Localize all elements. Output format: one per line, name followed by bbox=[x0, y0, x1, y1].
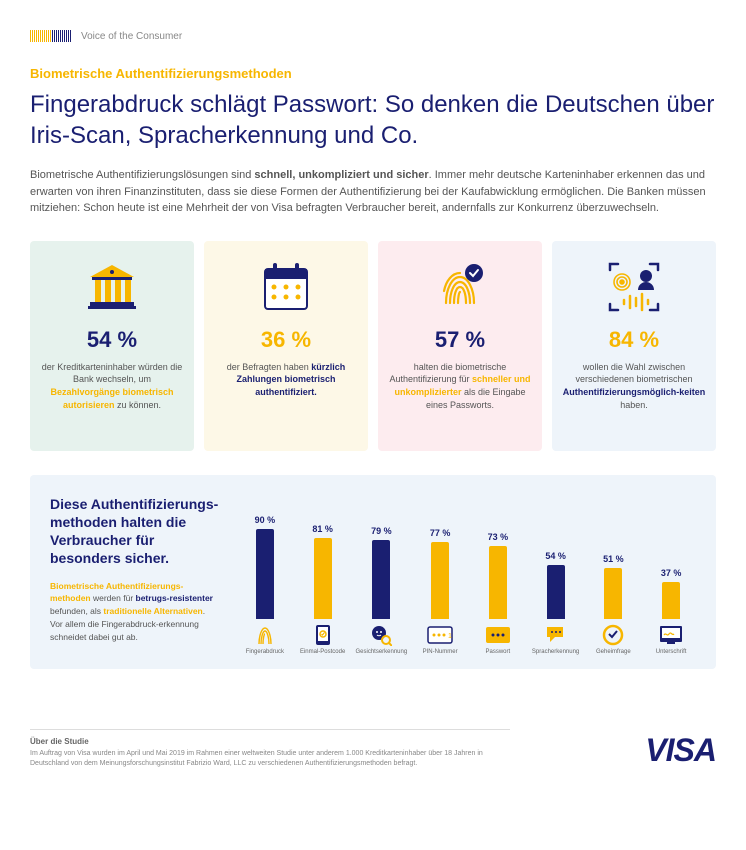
stat-description: wollen die Wahl zwischen verschiedenen b… bbox=[562, 361, 706, 411]
face-icon bbox=[370, 623, 392, 647]
chart-bars: 90 % Fingerabdruck 81 % Einmal-Postcode … bbox=[240, 495, 696, 655]
bar-value-label: 73 % bbox=[488, 532, 509, 542]
password-icon bbox=[485, 623, 511, 647]
stat-card: 57 % halten die biometrische Authentifiz… bbox=[378, 241, 542, 451]
bar-category-label: Spracherkennung bbox=[532, 649, 579, 655]
header-stripes-icon bbox=[30, 30, 71, 42]
chart-bar-column: 81 % Einmal-Postcode bbox=[298, 524, 348, 655]
intro-pre: Biometrische Authentifizierungslösungen … bbox=[30, 169, 254, 181]
bar-value-label: 77 % bbox=[430, 528, 451, 538]
stat-description: der Kreditkarteninhaber würden die Bank … bbox=[40, 361, 184, 411]
stat-value: 84 % bbox=[609, 327, 659, 353]
header-brand-text: Voice of the Consumer bbox=[81, 31, 182, 42]
svg-text:1: 1 bbox=[448, 633, 452, 640]
chart-bar-column: 90 % Fingerabdruck bbox=[240, 515, 290, 655]
footer-study-text: Über die Studie Im Auftrag von Visa wurd… bbox=[30, 729, 510, 769]
stat-value: 54 % bbox=[87, 327, 137, 353]
chart-bar-column: 51 % Geheimfrage bbox=[588, 554, 638, 655]
signature-icon bbox=[659, 623, 683, 647]
bar-value-label: 54 % bbox=[545, 551, 566, 561]
chart-bar-column: 73 % Passwort bbox=[473, 532, 523, 655]
stat-description: der Befragten haben kürzlich Zahlungen b… bbox=[214, 361, 358, 399]
chart-bar-column: 37 % Unterschrift bbox=[646, 568, 696, 655]
bar-category-label: Fingerabdruck bbox=[246, 649, 284, 655]
pin-icon: 1 bbox=[427, 623, 453, 647]
calendar-icon bbox=[261, 257, 311, 317]
stat-card: 36 % der Befragten haben kürzlich Zahlun… bbox=[204, 241, 368, 451]
bar-value-label: 90 % bbox=[255, 515, 276, 525]
intro-bold: schnell, unkompliziert und sicher bbox=[254, 169, 428, 181]
bar-category-label: Geheimfrage bbox=[596, 649, 631, 655]
bar-category-label: Unterschrift bbox=[656, 649, 687, 655]
chart-bar-column: 79 % Gesichtserkennung bbox=[356, 526, 408, 655]
bar-category-label: Passwort bbox=[485, 649, 510, 655]
footer: Über die Studie Im Auftrag von Visa wurd… bbox=[30, 729, 716, 769]
chart-title: Diese Authentifizierungs-methoden halten… bbox=[50, 495, 220, 568]
chart-subtitle: Biometrische Authentifizierungs-methoden… bbox=[50, 580, 220, 644]
visa-logo: VISA bbox=[645, 732, 716, 769]
bar-category-label: Einmal-Postcode bbox=[300, 649, 345, 655]
stat-description: halten die biometrische Authentifizierun… bbox=[388, 361, 532, 411]
question-icon bbox=[602, 623, 624, 647]
bar-rect bbox=[489, 546, 507, 619]
stat-card: 84 % wollen die Wahl zwischen verschiede… bbox=[552, 241, 716, 451]
bar-category-label: PIN-Nummer bbox=[423, 649, 458, 655]
header-bar: Voice of the Consumer bbox=[30, 30, 716, 42]
bar-value-label: 51 % bbox=[603, 554, 624, 564]
speech-icon bbox=[545, 623, 567, 647]
bar-rect bbox=[256, 529, 274, 619]
chart-bar-column: 54 % Spracherkennung bbox=[531, 551, 581, 655]
bar-rect bbox=[547, 565, 565, 619]
bar-rect bbox=[431, 542, 449, 619]
bar-category-label: Gesichtserkennung bbox=[356, 649, 408, 655]
eyebrow-text: Biometrische Authentifizierungsmethoden bbox=[30, 66, 716, 81]
footer-body: Im Auftrag von Visa wurden im April und … bbox=[30, 750, 483, 767]
fingerprint-check-icon bbox=[432, 257, 488, 317]
phone-icon bbox=[315, 623, 331, 647]
stat-card: 54 % der Kreditkarteninhaber würden die … bbox=[30, 241, 194, 451]
biometrics-icon bbox=[604, 257, 664, 317]
chart-text-block: Diese Authentifizierungs-methoden halten… bbox=[50, 495, 220, 655]
intro-paragraph: Biometrische Authentifizierungslösungen … bbox=[30, 167, 716, 217]
bar-rect bbox=[314, 538, 332, 619]
bar-value-label: 79 % bbox=[371, 526, 392, 536]
chart-bar-column: 77 % 1 PIN-Nummer bbox=[415, 528, 465, 655]
footer-title: Über die Studie bbox=[30, 729, 510, 747]
chart-section: Diese Authentifizierungs-methoden halten… bbox=[30, 475, 716, 669]
bar-value-label: 81 % bbox=[312, 524, 333, 534]
bar-value-label: 37 % bbox=[661, 568, 682, 578]
bar-rect bbox=[662, 582, 680, 619]
bar-rect bbox=[604, 568, 622, 619]
stat-card-row: 54 % der Kreditkarteninhaber würden die … bbox=[30, 241, 716, 451]
bank-icon bbox=[86, 257, 138, 317]
bar-rect bbox=[372, 540, 390, 619]
stat-value: 36 % bbox=[261, 327, 311, 353]
stat-value: 57 % bbox=[435, 327, 485, 353]
fingerprint-icon bbox=[255, 623, 275, 647]
page-headline: Fingerabdruck schlägt Passwort: So denke… bbox=[30, 89, 716, 151]
